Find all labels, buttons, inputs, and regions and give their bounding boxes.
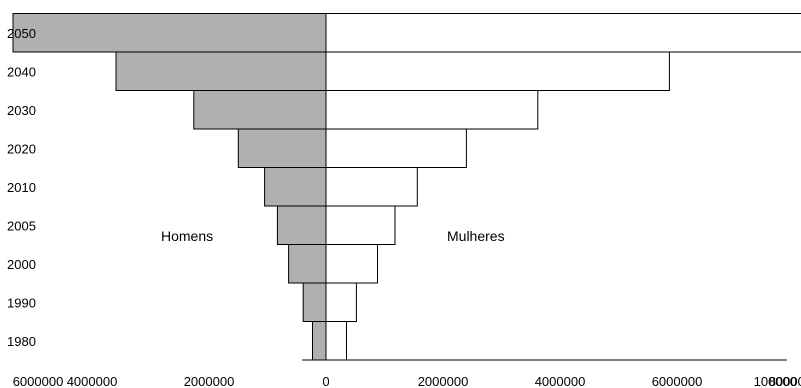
year-label-2040: 2040 [7, 64, 36, 79]
year-label-2005: 2005 [7, 218, 36, 233]
x-tick-label-4: 2000000 [418, 374, 469, 388]
legend-label-homens: Homens [161, 228, 213, 244]
year-label-1990: 1990 [7, 295, 36, 310]
bar-homens-1980 [312, 321, 327, 361]
bar-mulheres-2040 [325, 51, 670, 91]
homens-bars [12, 13, 327, 361]
bar-mulheres-2005 [325, 205, 396, 245]
year-label-2000: 2000 [7, 257, 36, 272]
bar-mulheres-2050 [325, 13, 801, 53]
bar-homens-2050 [12, 13, 327, 53]
x-tick-label-8: 100000 [754, 374, 797, 388]
x-tick-label-6: 6000000 [652, 374, 703, 388]
x-tick-label-1: 4000000 [67, 374, 118, 388]
year-label-2020: 2020 [7, 141, 36, 156]
x-tick-label-7: 8000000 [769, 374, 801, 388]
x-tick-label-0: 6000000 [13, 374, 64, 388]
x-tick-label-5: 4000000 [535, 374, 586, 388]
year-labels: 1980 1990 2000 2005 2010 2020 2030 2040 2050 [7, 26, 36, 349]
year-label-2010: 2010 [7, 180, 36, 195]
bar-homens-2040 [115, 51, 327, 91]
bar-mulheres-2000 [325, 244, 378, 284]
year-label-2050: 2050 [7, 26, 36, 41]
bar-homens-2005 [276, 205, 327, 245]
year-label-2030: 2030 [7, 103, 36, 118]
bar-homens-2000 [288, 244, 327, 284]
mulheres-bars [325, 13, 801, 361]
x-tick-label-2: 2000000 [184, 374, 235, 388]
bar-mulheres-2020 [325, 128, 467, 168]
x-tick-labels: 6000000 4000000 2000000 0 2000000 4000000 6000… [13, 374, 801, 388]
bar-homens-1990 [302, 282, 327, 322]
bar-mulheres-2030 [325, 90, 539, 130]
year-label-1980: 1980 [7, 334, 36, 349]
bar-homens-2010 [264, 167, 327, 207]
legend-label-mulheres: Mulheres [447, 228, 505, 244]
x-tick-label-3: 0 [322, 374, 329, 388]
bar-homens-2030 [193, 90, 327, 130]
bar-homens-2020 [237, 128, 327, 168]
bar-mulheres-1980 [325, 321, 347, 361]
bar-mulheres-2010 [325, 167, 418, 207]
bar-mulheres-1990 [325, 282, 357, 322]
